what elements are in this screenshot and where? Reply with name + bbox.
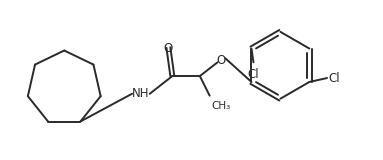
Text: Cl: Cl bbox=[248, 68, 259, 81]
Text: O: O bbox=[217, 54, 226, 67]
Text: O: O bbox=[164, 42, 173, 55]
Text: CH₃: CH₃ bbox=[212, 101, 231, 111]
Text: Cl: Cl bbox=[328, 72, 340, 84]
Text: NH: NH bbox=[132, 87, 150, 100]
